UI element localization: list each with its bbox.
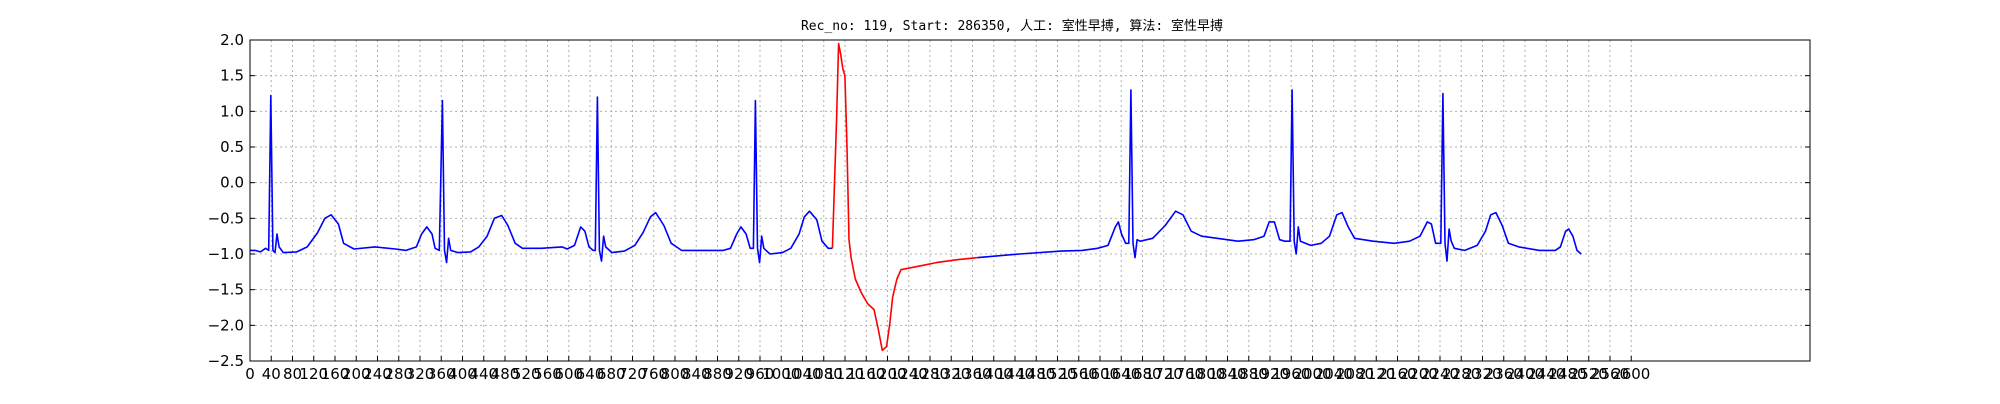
x-tick-label: 2480 (1548, 365, 1586, 383)
x-tick-label: 120 (299, 365, 328, 383)
x-tick-label: 1200 (868, 365, 906, 383)
x-tick-label: 840 (682, 365, 711, 383)
y-tick-label: 1.5 (220, 67, 244, 85)
x-tick-label: 1360 (953, 365, 991, 383)
x-tick-label: 1840 (1208, 365, 1246, 383)
x-tick-label: 1920 (1251, 365, 1289, 383)
y-tick-label: −2.0 (208, 316, 244, 334)
x-tick-label: 160 (321, 365, 350, 383)
x-tick-label: 240 (363, 365, 392, 383)
y-tick-label: 0.0 (220, 174, 244, 192)
x-tick-label: 920 (724, 365, 753, 383)
x-tick-label: 1480 (1017, 365, 1055, 383)
ecg-series-line-1 (831, 42, 979, 352)
x-tick-label: 2240 (1421, 365, 1459, 383)
x-tick-label: 1120 (826, 365, 864, 383)
x-tick-label: 320 (406, 365, 435, 383)
x-tick-label: 360 (427, 365, 456, 383)
x-tick-label: 1560 (1060, 365, 1098, 383)
x-tick-label: 1800 (1187, 365, 1225, 383)
x-tick-label: 440 (469, 365, 498, 383)
x-tick-label: 1320 (932, 365, 970, 383)
x-tick-label: 2040 (1315, 365, 1353, 383)
ecg-series-line-2 (977, 89, 1582, 262)
plot-frame (249, 39, 1811, 362)
x-tick-label: 0 (245, 365, 255, 383)
y-tick-label: −2.5 (208, 352, 244, 370)
x-tick-label: 2000 (1293, 365, 1331, 383)
x-tick-label: 2320 (1463, 365, 1501, 383)
y-tick-label: −0.5 (208, 209, 244, 227)
x-tick-label: 1960 (1272, 365, 1310, 383)
series-layer (250, 42, 1582, 352)
x-tick-label: 1000 (762, 365, 800, 383)
x-tick-label: 760 (639, 365, 668, 383)
x-tick-label: 1640 (1102, 365, 1140, 383)
x-tick-label: 2400 (1506, 365, 1544, 383)
x-tick-label: 1160 (847, 365, 885, 383)
x-tick-label: 2520 (1570, 365, 1608, 383)
x-tick-label: 520 (512, 365, 541, 383)
x-tick-label: 560 (533, 365, 562, 383)
x-tick-label: 2160 (1378, 365, 1416, 383)
x-tick-label: 1080 (805, 365, 843, 383)
grid-layer (249, 39, 1810, 362)
x-tick-label: 200 (342, 365, 371, 383)
x-tick-label: 720 (618, 365, 647, 383)
x-tick-label: 400 (448, 365, 477, 383)
x-tick-label: 2440 (1527, 365, 1565, 383)
x-tick-label: 2080 (1336, 365, 1374, 383)
x-tick-label: 600 (554, 365, 583, 383)
x-tick-label: 2360 (1485, 365, 1523, 383)
x-tick-label: 1880 (1230, 365, 1268, 383)
x-tick-label: 80 (283, 365, 302, 383)
x-tick-label: 1720 (1145, 365, 1183, 383)
x-axis: 0 40 8012016020024028032036040044048052056… (245, 356, 1650, 383)
x-tick-label: 1440 (996, 365, 1034, 383)
x-tick-label: 480 (491, 365, 520, 383)
x-tick-label: 1040 (783, 365, 821, 383)
y-tick-label: −1.5 (208, 281, 244, 299)
x-tick-label: 2120 (1357, 365, 1395, 383)
y-axis: 2.0 1.5 1.0 0.5 0.0 −0.5 −1.0 −1.5 −2.0 −2.5 (208, 31, 1810, 370)
x-tick-label: 1280 (911, 365, 949, 383)
x-tick-label: 40 (262, 365, 281, 383)
ecg-series-line-0 (250, 94, 833, 264)
x-tick-label: 880 (703, 365, 732, 383)
x-tick-label: 1400 (975, 365, 1013, 383)
x-tick-label: 680 (597, 365, 626, 383)
y-tick-label: 0.5 (220, 138, 244, 156)
x-tick-label: 640 (576, 365, 605, 383)
x-tick-label: 2280 (1442, 365, 1480, 383)
y-tick-label: 1.0 (220, 102, 244, 120)
x-tick-label: 2200 (1400, 365, 1438, 383)
x-tick-label: 2560 (1591, 365, 1629, 383)
x-tick-label: 2600 (1612, 365, 1650, 383)
x-tick-label: 1600 (1081, 365, 1119, 383)
x-tick-label: 1680 (1123, 365, 1161, 383)
y-tick-label: −1.0 (208, 245, 244, 263)
x-tick-label: 1520 (1038, 365, 1076, 383)
x-tick-label: 280 (384, 365, 413, 383)
x-tick-label: 1760 (1166, 365, 1204, 383)
x-tick-label: 960 (746, 365, 775, 383)
y-tick-label: 2.0 (220, 31, 244, 49)
x-tick-label: 800 (661, 365, 690, 383)
x-tick-label: 1240 (890, 365, 928, 383)
chart-title: Rec_no: 119, Start: 286350, 人工: 室性早搏, 算法… (801, 18, 1223, 34)
